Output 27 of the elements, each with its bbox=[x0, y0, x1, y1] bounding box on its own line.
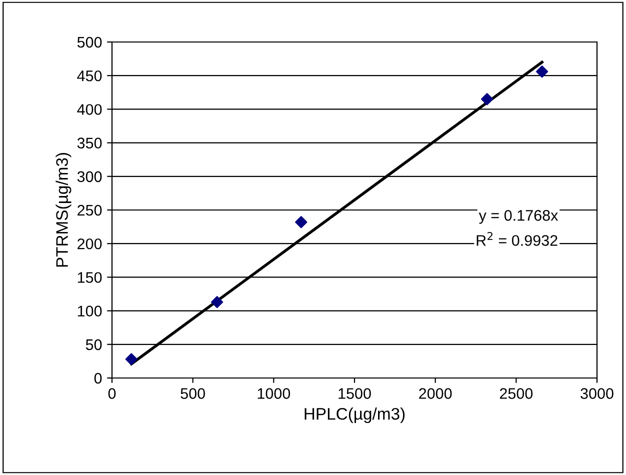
y-tick-label: 400 bbox=[77, 104, 102, 115]
x-axis-title: HPLC(µg/m3) bbox=[304, 408, 405, 424]
x-tick-label: 2500 bbox=[500, 388, 533, 399]
x-tick-label: 500 bbox=[180, 388, 205, 399]
y-tick-label: 50 bbox=[86, 339, 102, 350]
annotation: y = 0.1768x bbox=[478, 210, 558, 224]
point bbox=[536, 65, 548, 78]
y-tick-label: 450 bbox=[77, 70, 102, 82]
y-tick-label: 200 bbox=[78, 238, 102, 250]
y-tick-label: 500 bbox=[77, 36, 102, 48]
y-tick-label: 350 bbox=[77, 138, 102, 148]
y-tick-label: 300 bbox=[77, 171, 102, 182]
y-tick-label: 0 bbox=[94, 372, 102, 384]
y-tick-label: 150 bbox=[78, 272, 102, 283]
x-tick-label: 3000 bbox=[580, 388, 614, 399]
y-tick-label: 250 bbox=[78, 204, 102, 216]
y-axis-title: PTRMS(µg/m3) bbox=[56, 152, 72, 267]
x-tick-label: 1000 bbox=[258, 388, 290, 399]
x-tick-label: 0 bbox=[108, 388, 116, 399]
x-tick-label: 2000 bbox=[419, 388, 452, 399]
x-tick-label: 1500 bbox=[338, 388, 371, 399]
point bbox=[480, 93, 494, 106]
annotation: R$^{2}$ = 0.9932 bbox=[476, 232, 558, 246]
point bbox=[211, 296, 224, 308]
y-tick-label: 100 bbox=[78, 306, 102, 316]
point bbox=[295, 216, 308, 228]
point bbox=[125, 353, 138, 366]
